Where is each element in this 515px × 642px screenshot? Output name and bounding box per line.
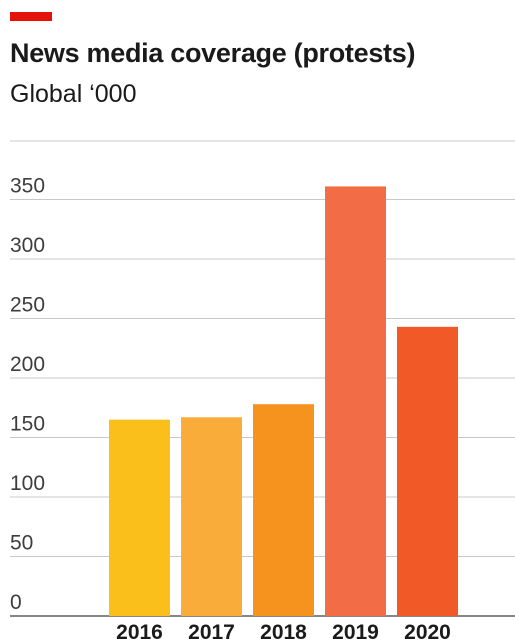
y-tick-label: 0	[10, 591, 22, 614]
bar-2017	[181, 417, 242, 616]
y-tick-label: 50	[10, 532, 33, 555]
x-category-label: 2016	[116, 621, 163, 642]
bar-2019	[325, 186, 386, 616]
chart-subtitle: Global ‘000	[10, 80, 137, 108]
bar-2018	[253, 404, 314, 616]
brand-accent-bar	[10, 12, 52, 21]
bar-2016	[109, 419, 170, 616]
y-tick-label: 150	[10, 413, 45, 436]
y-tick-label: 350	[10, 175, 45, 198]
x-category-label: 2017	[188, 621, 235, 642]
chart-title: News media coverage (protests)	[10, 38, 416, 68]
x-category-label: 2018	[260, 621, 307, 642]
bar-2020	[397, 326, 458, 616]
y-tick-label: 300	[10, 234, 45, 257]
y-tick-label: 200	[10, 353, 45, 376]
x-category-label: 2020	[404, 621, 451, 642]
bars	[109, 186, 458, 616]
x-category-label: 2019	[332, 621, 379, 642]
y-axis-tick-labels: 0 50 100 150 200 250 300 350	[10, 175, 45, 615]
y-tick-label: 250	[10, 294, 45, 317]
x-axis-category-labels: 2016 2017 2018 2019 2020	[116, 621, 451, 642]
y-tick-label: 100	[10, 472, 45, 495]
